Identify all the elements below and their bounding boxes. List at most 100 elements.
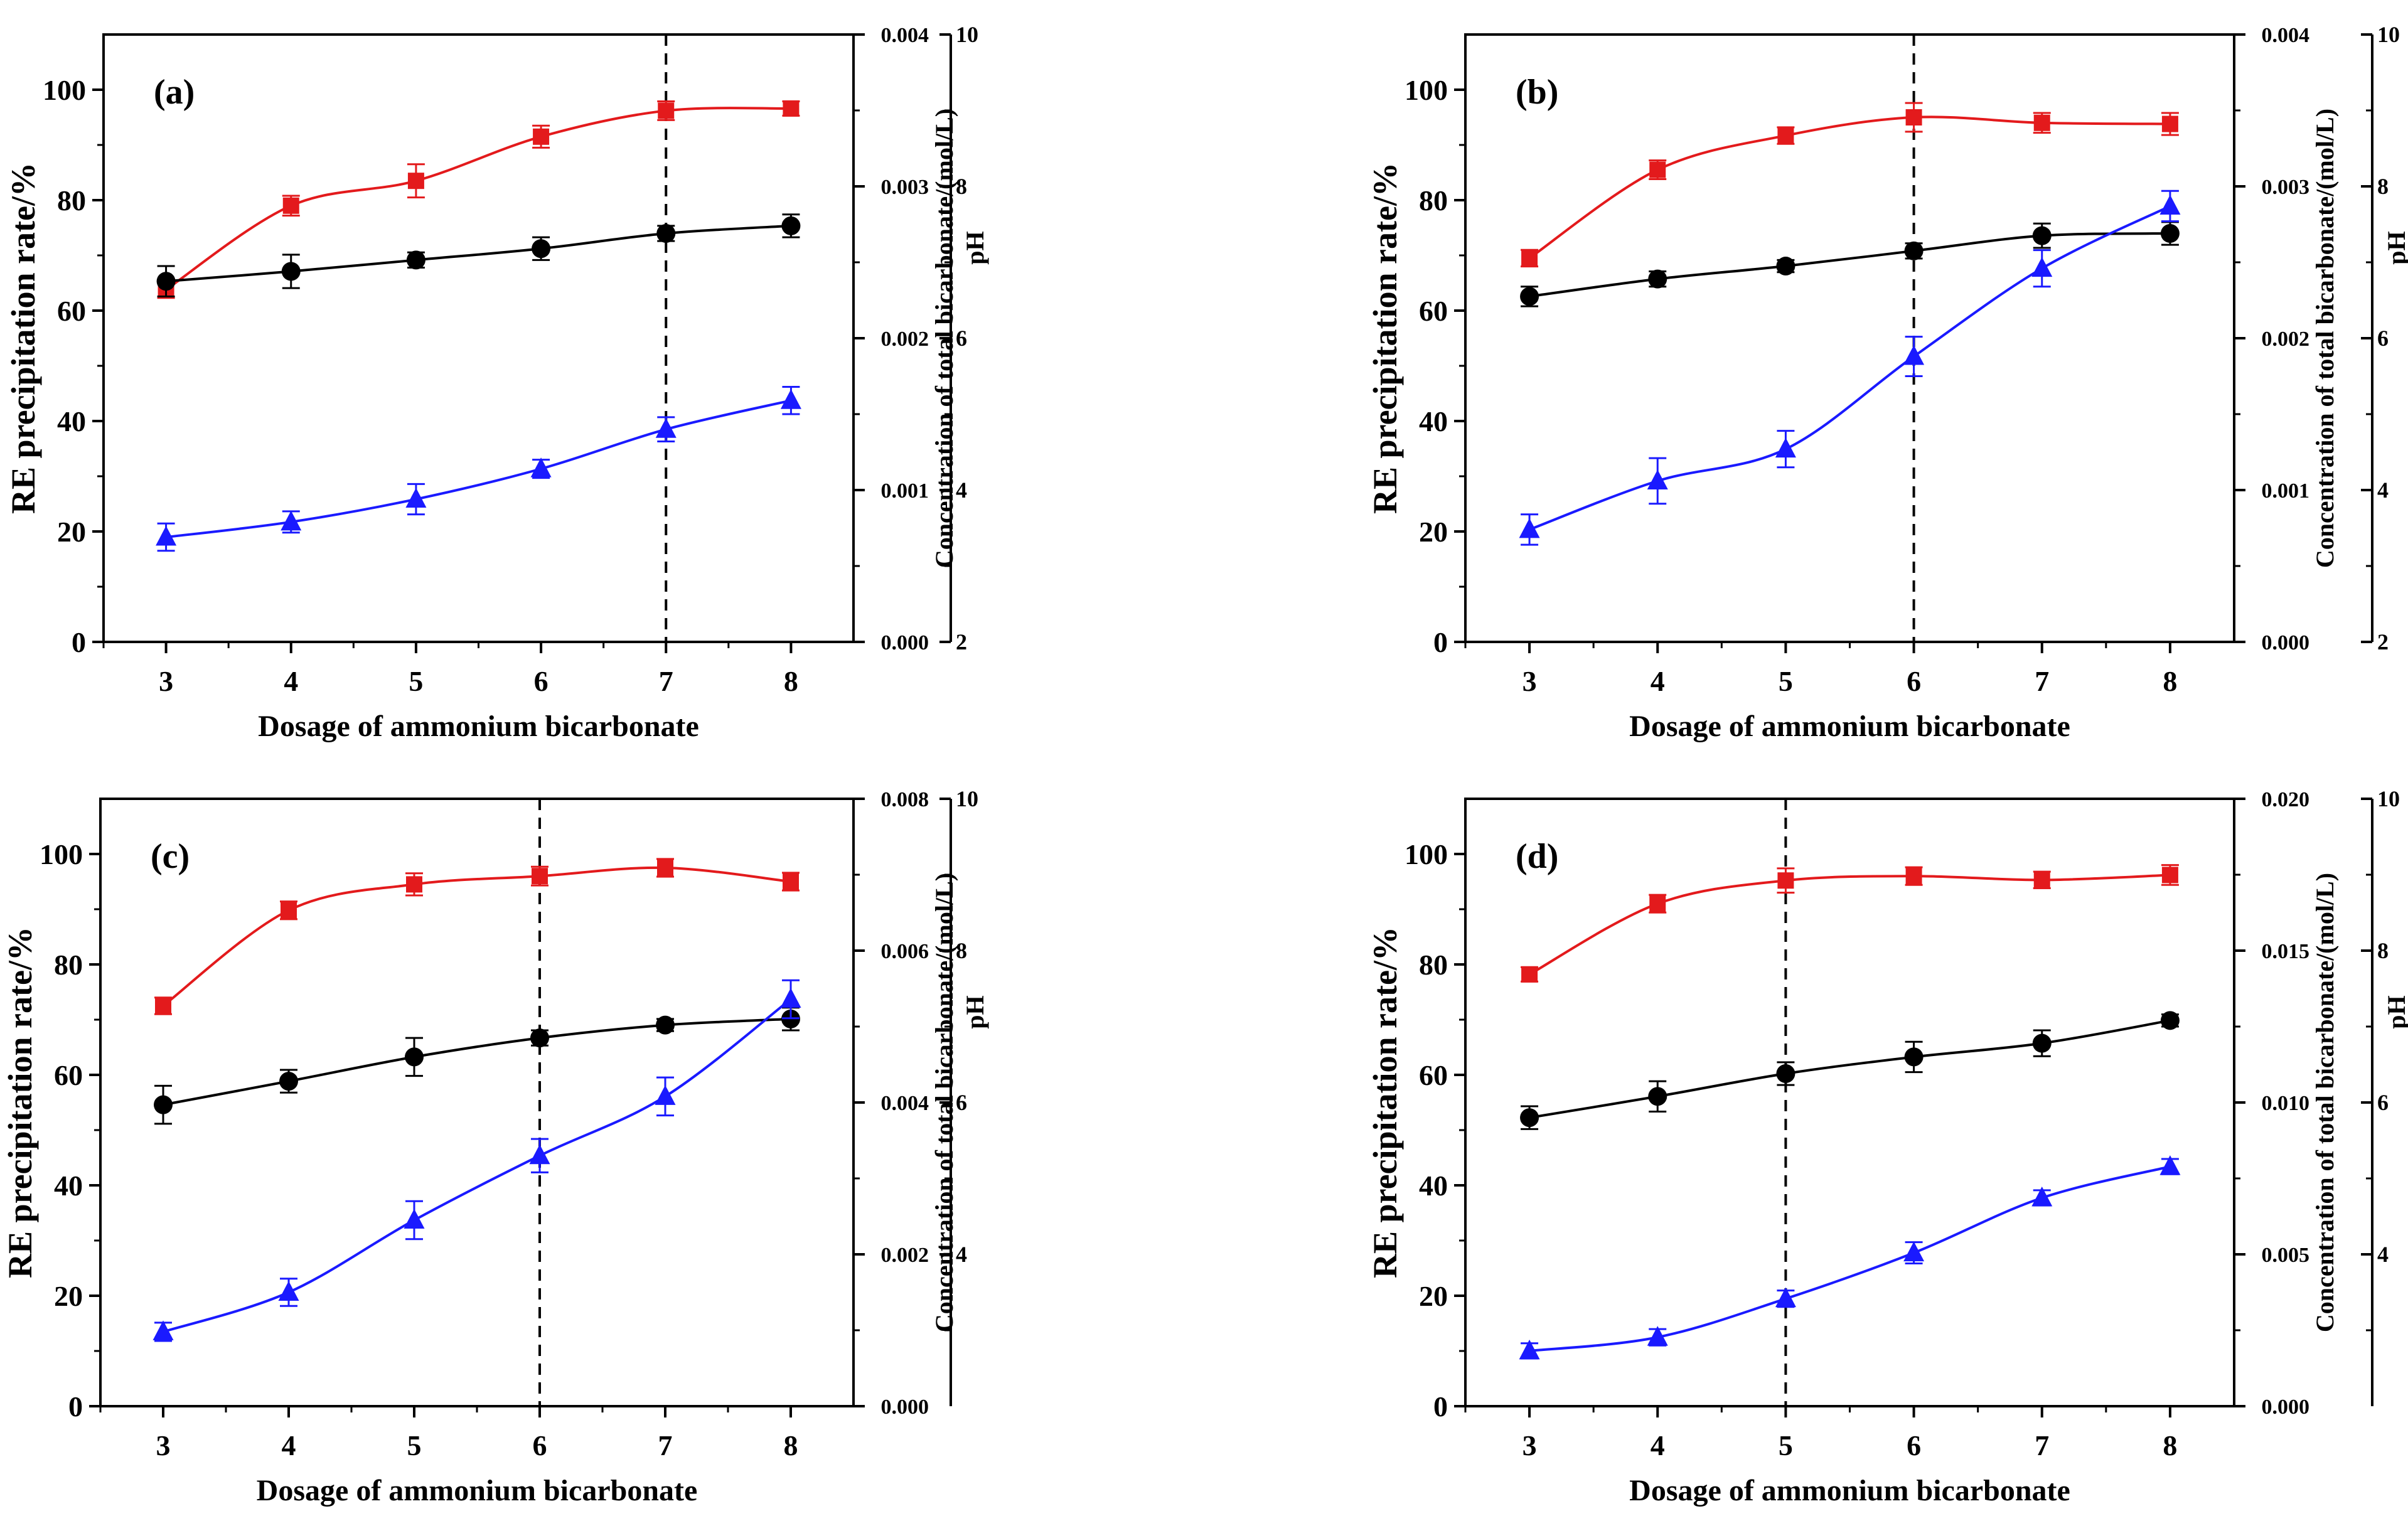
y-left-tick-label: 80 xyxy=(54,949,83,981)
data-point-circle xyxy=(2032,226,2052,245)
data-point-circle xyxy=(530,1028,549,1048)
data-point-square xyxy=(406,876,422,893)
y-right-tick-label: 2 xyxy=(2377,629,2389,654)
data-point-circle xyxy=(1648,269,1667,289)
data-point-triangle xyxy=(156,526,177,546)
x-tick-label: 4 xyxy=(284,665,298,697)
data-point-square xyxy=(658,102,675,119)
data-point-circle xyxy=(281,262,301,281)
x-tick-label: 8 xyxy=(784,1429,798,1461)
series-line xyxy=(1529,873,2170,976)
data-point-triangle xyxy=(2031,1186,2053,1207)
data-point-triangle xyxy=(655,1085,676,1105)
y-left-tick-label: 40 xyxy=(57,405,86,437)
x-tick-label: 7 xyxy=(2035,665,2049,697)
x-axis-title: Dosage of ammonium bicarbonate xyxy=(1629,710,2070,743)
y-right-tick-label: 10 xyxy=(2377,22,2400,47)
series-triangle xyxy=(1519,1155,2181,1360)
data-point-square xyxy=(281,902,297,919)
data-point-square xyxy=(783,100,800,117)
y-right-axis-title: pH xyxy=(2382,231,2408,264)
x-tick-label: 6 xyxy=(1907,665,1921,697)
data-point-triangle xyxy=(1519,1339,1540,1360)
y-right-axis-title: pH xyxy=(961,231,989,264)
series-line xyxy=(1529,1019,2171,1119)
data-point-square xyxy=(2161,867,2178,883)
y-left-tick-label: 60 xyxy=(1419,1059,1448,1091)
y-right-tick-label: 6 xyxy=(2377,1090,2389,1115)
data-point-triangle xyxy=(1647,1326,1668,1346)
y-left-tick-label: 100 xyxy=(43,74,86,106)
y-mid-axis-title: Concentration of total bicarbonate/(mol/… xyxy=(2311,873,2339,1332)
y-mid-axis-title: Concentration of total bicarbonate/(mol/… xyxy=(930,873,958,1332)
y-right-axis-title: pH xyxy=(2382,995,2408,1028)
series-square xyxy=(157,100,800,299)
series-line xyxy=(1529,1165,2171,1352)
data-point-square xyxy=(407,173,424,190)
plot-frame xyxy=(102,33,855,643)
y-left-tick-label: 60 xyxy=(54,1059,83,1091)
series-square xyxy=(1521,864,2179,983)
y-right-tick-label: 4 xyxy=(956,1242,967,1267)
data-point-circle xyxy=(279,1072,298,1091)
data-point-triangle xyxy=(1903,345,1925,365)
y-left-tick-label: 80 xyxy=(1419,949,1448,981)
y-left-tick-label: 100 xyxy=(1405,74,1448,106)
y-left-tick-label: 0 xyxy=(72,626,86,658)
y-right-tick-label: 8 xyxy=(2377,174,2389,199)
x-tick-label: 6 xyxy=(534,665,548,697)
y-right-tick-label: 2 xyxy=(956,629,967,654)
y-mid-tick-label: 0.003 xyxy=(2262,176,2310,199)
x-tick-label: 4 xyxy=(1651,1429,1665,1461)
y-mid-tick-label: 0.010 xyxy=(2262,1092,2310,1115)
data-point-circle xyxy=(2032,1033,2052,1053)
y-left-tick-label: 20 xyxy=(57,516,86,548)
y-mid-tick-label: 0.002 xyxy=(2262,328,2310,351)
data-point-square xyxy=(532,868,548,885)
data-point-circle xyxy=(405,1047,424,1067)
x-tick-label: 3 xyxy=(159,665,173,697)
data-point-triangle xyxy=(153,1320,174,1340)
series-line xyxy=(1528,115,2170,260)
y-left-tick-label: 0 xyxy=(1433,1391,1448,1423)
y-mid-tick-label: 0.000 xyxy=(881,1396,929,1419)
x-axis-title: Dosage of ammonium bicarbonate xyxy=(257,1474,698,1507)
y-right-tick-label: 6 xyxy=(956,1090,967,1115)
x-tick-label: 5 xyxy=(409,665,423,697)
series-triangle xyxy=(153,979,801,1342)
y-mid-axis-title: Concentration of total bicarbonate/(mol/… xyxy=(930,109,958,568)
data-point-square xyxy=(657,860,673,876)
x-tick-label: 3 xyxy=(1522,1429,1537,1461)
data-point-circle xyxy=(1904,1047,1924,1067)
chart-panel-b: 3 4 5 6 7 80204060801000.0000.0010.0020.0030.… xyxy=(1366,22,2408,743)
x-tick-label: 3 xyxy=(1522,665,1537,697)
series-square xyxy=(1521,102,2179,268)
y-left-tick-label: 100 xyxy=(1405,838,1448,870)
y-left-tick-label: 60 xyxy=(57,295,86,327)
y-left-tick-label: 20 xyxy=(1419,1280,1448,1312)
data-point-triangle xyxy=(2159,1155,2181,1175)
y-mid-tick-label: 0.002 xyxy=(881,328,929,351)
data-point-triangle xyxy=(1647,469,1668,489)
series-circle xyxy=(154,1006,800,1125)
x-tick-label: 6 xyxy=(1907,1429,1921,1461)
panel-label: (b) xyxy=(1516,73,1558,112)
y-mid-tick-label: 0.006 xyxy=(881,940,929,963)
series-circle xyxy=(1520,221,2180,307)
x-tick-label: 5 xyxy=(407,1429,422,1461)
y-right-tick-label: 4 xyxy=(956,478,967,503)
panel-label: (c) xyxy=(151,837,190,876)
data-point-circle xyxy=(154,1095,173,1114)
series-line xyxy=(163,998,792,1333)
data-point-triangle xyxy=(404,1209,425,1229)
y-right-tick-label: 8 xyxy=(2377,938,2389,963)
x-tick-label: 8 xyxy=(784,665,798,697)
y-mid-tick-label: 0.004 xyxy=(2262,24,2310,47)
data-point-square xyxy=(2161,115,2178,132)
data-point-triangle xyxy=(278,1281,299,1301)
y-right-tick-label: 6 xyxy=(2377,326,2389,351)
y-mid-tick-label: 0.004 xyxy=(881,24,929,47)
y-left-tick-label: 40 xyxy=(1419,1170,1448,1202)
y-left-axis-title: RE precipitation rate/% xyxy=(1366,927,1404,1278)
data-point-triangle xyxy=(529,1144,550,1165)
